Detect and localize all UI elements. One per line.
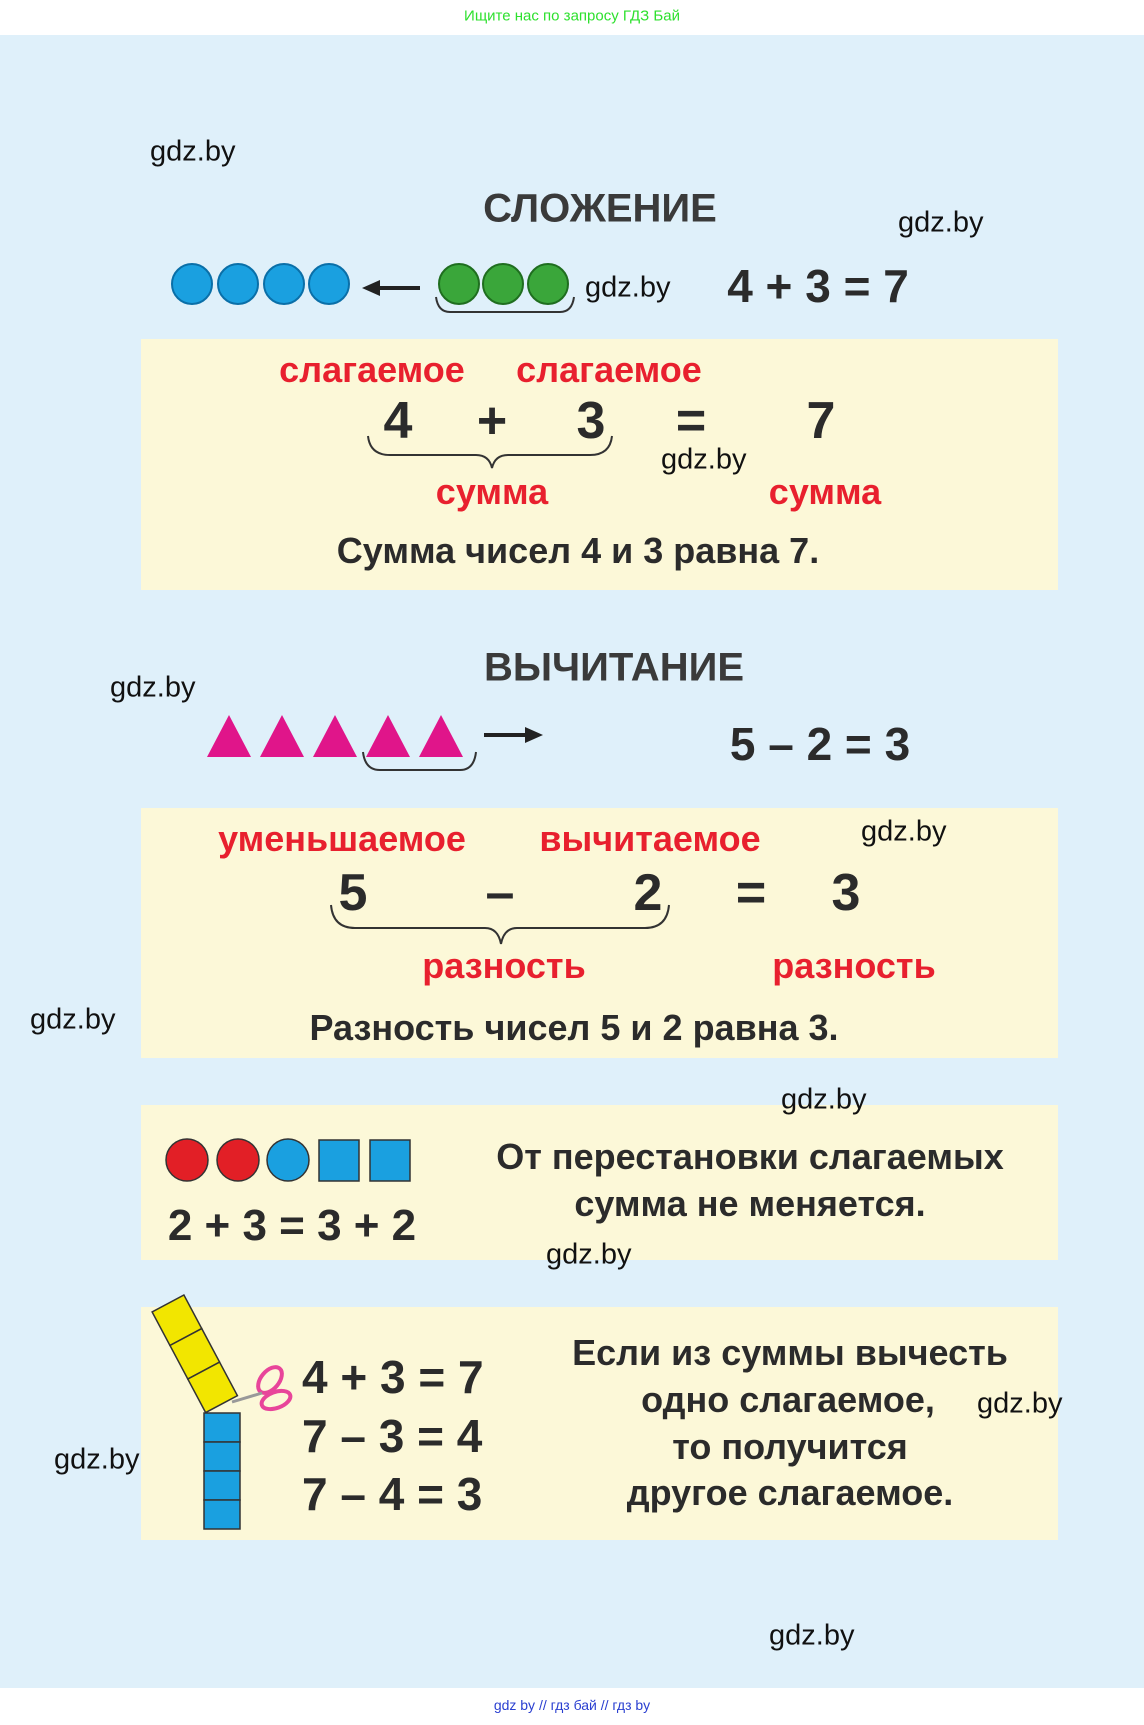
subtraction-example: 5 – 2 = 3	[729, 718, 911, 770]
green-circles-icon	[438, 263, 569, 305]
subtraction-title: ВЫЧИТАНИЕ	[483, 645, 745, 690]
subtraction-panel	[141, 808, 1058, 1058]
watermark: gdz.by	[661, 443, 747, 476]
subtraction-sentence: Разность чисел 5 и 2 равна 3.	[309, 1007, 839, 1048]
addition-panel	[141, 339, 1058, 590]
watermark: gdz.by	[150, 135, 236, 168]
watermark: gdz.by	[54, 1443, 140, 1476]
equals-sign: =	[675, 392, 707, 450]
inverse-line-3: то получится	[672, 1426, 908, 1467]
inverse-line-1: Если из суммы вычесть	[572, 1332, 1008, 1373]
addition-title: СЛОЖЕНИЕ	[483, 186, 717, 231]
inverse-equation-3: 7 – 4 = 3	[302, 1468, 483, 1520]
difference-value: 3	[831, 864, 861, 922]
sum-value: 7	[806, 392, 836, 450]
watermark: gdz.by	[30, 1003, 116, 1036]
scissors-icon	[231, 1365, 293, 1412]
watermark: gdz.by	[110, 671, 196, 704]
triangles-icon	[207, 715, 463, 757]
footer: gdz by // гдз бай // гдз by	[0, 1688, 1144, 1725]
cut-strip-icon	[151, 1293, 241, 1530]
difference-label-2: разность	[772, 945, 936, 986]
shapes-icon	[165, 1138, 411, 1182]
inverse-equation-2: 7 – 3 = 4	[302, 1410, 483, 1462]
brace-icon	[362, 751, 477, 771]
inverse-equation-1: 4 + 3 = 7	[302, 1351, 484, 1403]
commutative-equation: 2 + 3 = 3 + 2	[167, 1201, 417, 1250]
sum-label-1: сумма	[435, 471, 549, 512]
difference-brace-icon	[330, 904, 670, 945]
blue-circles-icon	[171, 263, 350, 305]
subtrahend: 2	[633, 864, 663, 922]
sum-label-2: сумма	[768, 471, 882, 512]
arrow-left-icon	[362, 280, 420, 296]
addition-example: 4 + 3 = 7	[727, 260, 909, 312]
minuend-label: уменьшаемое	[218, 818, 466, 859]
header-text: Ищите нас по запросу ГДЗ Бай	[464, 7, 680, 25]
plus-sign: +	[476, 392, 508, 450]
addend-b: 3	[576, 392, 606, 450]
watermark: gdz.by	[898, 206, 984, 239]
sum-brace-icon	[367, 435, 613, 469]
inverse-line-4: другое слагаемое.	[626, 1472, 954, 1513]
addend-label-2: слагаемое	[516, 349, 702, 390]
top-banner: Ищите нас по запросу ГДЗ Бай	[0, 0, 1144, 35]
watermark: gdz.by	[781, 1083, 867, 1116]
addition-sentence: Сумма чисел 4 и 3 равна 7.	[336, 530, 820, 571]
brace-icon	[435, 296, 575, 313]
equals-sign: =	[735, 864, 767, 922]
inverse-line-2: одно слагаемое,	[641, 1379, 935, 1420]
addend-a: 4	[383, 392, 413, 450]
watermark: gdz.by	[977, 1387, 1063, 1420]
watermark: gdz.by	[546, 1238, 632, 1271]
addend-label-1: слагаемое	[279, 349, 465, 390]
subtrahend-label: вычитаемое	[539, 818, 761, 859]
watermark: gdz.by	[861, 815, 947, 848]
commutative-panel	[141, 1105, 1058, 1260]
arrow-right-icon	[484, 727, 543, 743]
inverse-panel	[141, 1307, 1058, 1540]
commutative-line-2: сумма не меняется.	[574, 1183, 926, 1224]
commutative-line-1: От перестановки слагаемых	[496, 1136, 1004, 1177]
minuend: 5	[338, 864, 368, 922]
footer-links[interactable]: gdz by // гдз бай // гдз by	[493, 1697, 651, 1713]
watermark: gdz.by	[769, 1619, 855, 1652]
minus-sign: –	[485, 864, 515, 922]
watermark: gdz.by	[585, 271, 671, 304]
difference-label-1: разность	[422, 945, 586, 986]
